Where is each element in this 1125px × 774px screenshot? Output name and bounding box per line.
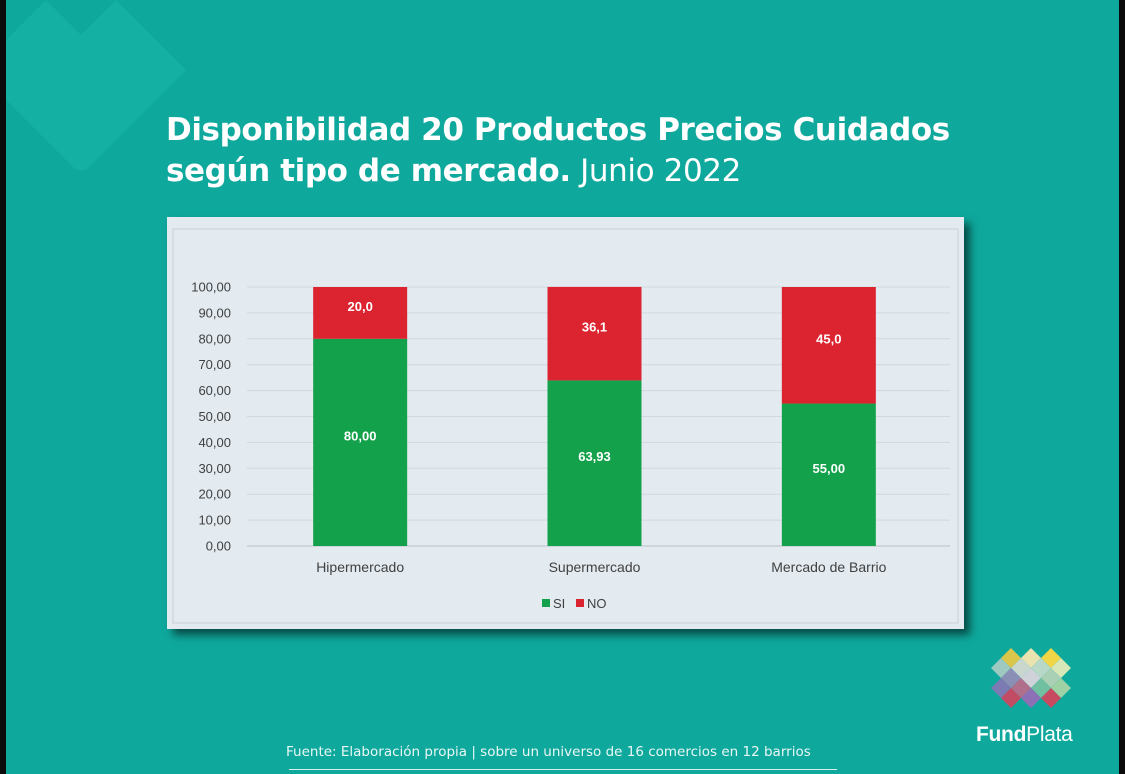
bar-no bbox=[547, 286, 642, 381]
fundplata-logo-icon bbox=[991, 648, 1071, 708]
x-tick-label: Supermercado bbox=[549, 559, 641, 575]
fundplata-logo-text: FundPlata bbox=[976, 723, 1073, 746]
y-tick-label: 80,00 bbox=[198, 331, 231, 346]
bar-si bbox=[547, 380, 642, 546]
bar-si bbox=[781, 403, 876, 546]
y-tick-label: 10,00 bbox=[198, 513, 231, 528]
data-label: 63,93 bbox=[578, 449, 611, 464]
source-underline bbox=[289, 769, 837, 770]
legend-swatch-si bbox=[542, 599, 550, 607]
bar-si bbox=[313, 338, 408, 546]
bar-no bbox=[313, 287, 408, 339]
y-tick-label: 100,00 bbox=[191, 280, 231, 295]
y-tick-label: 40,00 bbox=[198, 435, 231, 450]
y-tick-label: 50,00 bbox=[198, 409, 231, 424]
x-tick-label: Hipermercado bbox=[316, 559, 404, 575]
data-label: 20,0 bbox=[348, 299, 373, 314]
data-label: 36,1 bbox=[582, 320, 607, 335]
slide: Disponibilidad 20 Productos Precios Cuid… bbox=[6, 0, 1119, 774]
decorative-diamond-pattern bbox=[6, 0, 186, 170]
data-label: 45,0 bbox=[816, 331, 841, 346]
y-tick-label: 70,00 bbox=[198, 357, 231, 372]
y-tick-label: 0,00 bbox=[206, 539, 231, 554]
legend-swatch-no bbox=[576, 599, 584, 607]
source-note: Fuente: Elaboración propia | sobre un un… bbox=[286, 744, 811, 760]
data-label: 80,00 bbox=[344, 428, 377, 443]
legend-label-no: NO bbox=[587, 596, 607, 611]
title-line-1: Disponibilidad 20 Productos Precios Cuid… bbox=[166, 112, 950, 148]
x-tick-label: Mercado de Barrio bbox=[771, 559, 886, 575]
y-tick-label: 20,00 bbox=[198, 487, 231, 502]
y-tick-label: 90,00 bbox=[198, 305, 231, 320]
y-tick-label: 60,00 bbox=[198, 383, 231, 398]
chart-card: 0,00 10,00 20,00 30,00 40,00 50,00 60,00 70,00 8… bbox=[167, 217, 964, 629]
legend-label-si: SI bbox=[553, 596, 565, 611]
bar-no bbox=[781, 287, 876, 404]
title-date: Junio 2022 bbox=[570, 153, 741, 189]
data-label: 55,00 bbox=[813, 461, 846, 476]
title-line-2-bold: según tipo de mercado. bbox=[166, 153, 571, 189]
stacked-bar-chart: 0,00 10,00 20,00 30,00 40,00 50,00 60,00 70,00 8… bbox=[172, 228, 959, 624]
y-tick-label: 30,00 bbox=[198, 461, 231, 476]
page-title: Disponibilidad 20 Productos Precios Cuid… bbox=[166, 110, 950, 192]
